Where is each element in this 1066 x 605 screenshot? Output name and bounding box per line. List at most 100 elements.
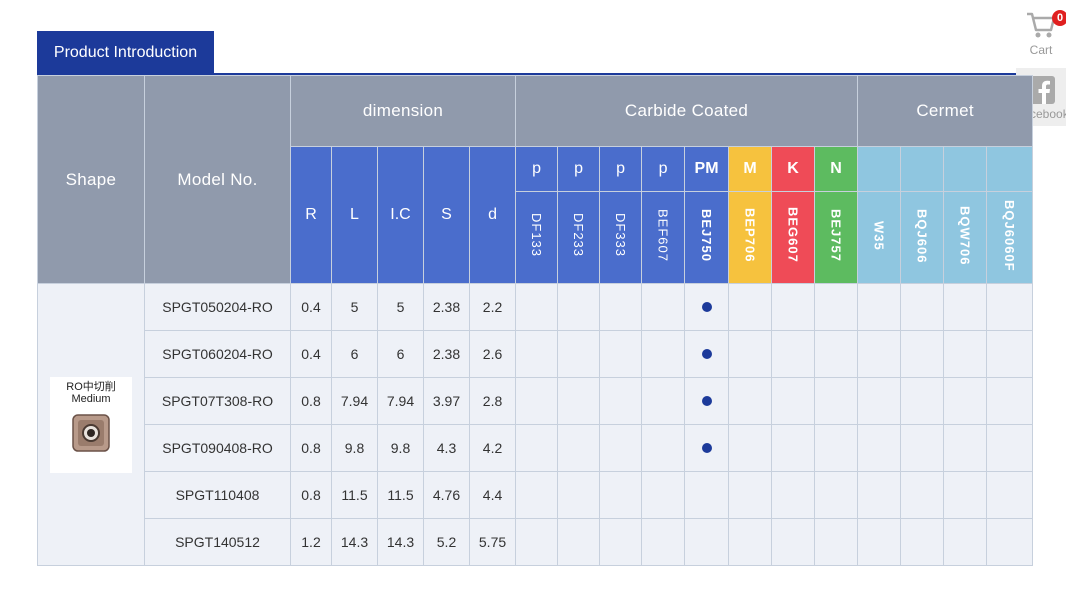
grade-availability-cell bbox=[641, 377, 686, 425]
header-dim-ic: I.C bbox=[377, 146, 424, 284]
header-model-no: Model No. bbox=[144, 75, 291, 284]
dim-r-cell: 0.8 bbox=[290, 377, 332, 425]
model-no-cell: SPGT07T308-RO bbox=[144, 377, 291, 425]
header-group-p: p bbox=[599, 146, 643, 192]
dim-l-cell: 5 bbox=[331, 283, 378, 331]
dim-d-cell: 4.4 bbox=[468, 471, 517, 519]
shape-caption-line1: RO中切削 bbox=[66, 380, 116, 393]
header-grade-df333: DF333 bbox=[599, 191, 643, 284]
header-cermet: Cermet bbox=[857, 75, 1034, 147]
product-spec-table: Shape Model No. dimension Carbide Coated… bbox=[37, 75, 1034, 566]
header-group-p: p bbox=[557, 146, 601, 192]
header-group-m: M bbox=[728, 146, 773, 192]
grade-availability-cell bbox=[900, 424, 945, 472]
grade-availability-cell bbox=[684, 424, 730, 472]
grade-availability-cell bbox=[599, 471, 643, 519]
grade-availability-cell bbox=[599, 518, 643, 566]
shape-cell: RO中切削 Medium bbox=[37, 283, 145, 566]
grade-availability-cell bbox=[684, 283, 730, 331]
grade-availability-cell bbox=[857, 518, 902, 566]
dim-r-cell: 0.4 bbox=[290, 330, 332, 378]
tab-product-introduction[interactable]: Product Introduction bbox=[37, 31, 214, 75]
model-no-cell: SPGT050204-RO bbox=[144, 283, 291, 331]
dim-ic-cell: 5 bbox=[377, 283, 424, 331]
dim-s-cell: 3.97 bbox=[423, 377, 470, 425]
facebook-icon bbox=[1027, 76, 1055, 104]
header-grade-df233: DF233 bbox=[557, 191, 601, 284]
dim-r-cell: 1.2 bbox=[290, 518, 332, 566]
grade-availability-cell bbox=[641, 424, 686, 472]
table-row: SPGT110408 0.8 11.5 11.5 4.76 4.4 bbox=[38, 471, 1034, 519]
grade-availability-cell bbox=[515, 424, 559, 472]
grade-availability-cell bbox=[557, 424, 601, 472]
grade-availability-cell bbox=[943, 518, 988, 566]
grade-availability-cell bbox=[857, 471, 902, 519]
grade-availability-cell bbox=[557, 283, 601, 331]
grade-availability-cell bbox=[943, 471, 988, 519]
table-row: SPGT140512 1.2 14.3 14.3 5.2 5.75 bbox=[38, 518, 1034, 566]
dim-ic-cell: 14.3 bbox=[377, 518, 424, 566]
header-cermet-blank bbox=[943, 146, 988, 192]
grade-availability-cell bbox=[900, 377, 945, 425]
available-dot-icon bbox=[701, 396, 712, 406]
dim-s-cell: 2.38 bbox=[423, 330, 470, 378]
grade-availability-cell bbox=[814, 377, 859, 425]
table-row: RO中切削 Medium SPGT050204-RO 0.4 5 5 2.38 2.2 bbox=[37, 283, 1034, 566]
grade-availability-cell bbox=[684, 377, 730, 425]
dim-r-cell: 0.8 bbox=[290, 424, 332, 472]
dim-ic-cell: 7.94 bbox=[377, 377, 424, 425]
grade-availability-cell bbox=[986, 518, 1034, 566]
grade-availability-cell bbox=[900, 518, 945, 566]
grade-availability-cell bbox=[515, 471, 559, 519]
dim-r-cell: 0.8 bbox=[290, 471, 332, 519]
header-grade-bef607: BEF607 bbox=[641, 191, 686, 284]
grade-availability-cell bbox=[728, 518, 773, 566]
dim-s-cell: 5.2 bbox=[423, 518, 470, 566]
grade-availability-cell bbox=[515, 377, 559, 425]
model-no-cell: SPGT090408-RO bbox=[144, 424, 291, 472]
dim-s-cell: 2.38 bbox=[423, 283, 470, 331]
header-grade-bqj606: BQJ606 bbox=[900, 191, 945, 284]
model-no-cell: SPGT140512 bbox=[144, 518, 291, 566]
grade-availability-cell bbox=[641, 283, 686, 331]
header-grade-bqw706: BQW706 bbox=[943, 191, 988, 284]
insert-image: RO中切削 Medium bbox=[50, 376, 132, 473]
model-no-cell: SPGT060204-RO bbox=[144, 330, 291, 378]
grade-availability-cell bbox=[900, 471, 945, 519]
header-group-p: p bbox=[641, 146, 686, 192]
header-shape: Shape bbox=[37, 75, 145, 284]
dim-l-cell: 11.5 bbox=[331, 471, 378, 519]
grade-availability-cell bbox=[641, 518, 686, 566]
header-cermet-blank bbox=[857, 146, 902, 192]
dim-d-cell: 2.6 bbox=[468, 330, 517, 378]
grade-availability-cell bbox=[771, 283, 816, 331]
grade-availability-cell bbox=[857, 330, 902, 378]
grade-availability-cell bbox=[814, 330, 859, 378]
dim-s-cell: 4.3 bbox=[423, 424, 470, 472]
grade-availability-cell bbox=[771, 424, 816, 472]
header-carbide-coated: Carbide Coated bbox=[515, 75, 859, 147]
grade-availability-cell bbox=[986, 283, 1034, 331]
cart-button[interactable]: 0 Cart bbox=[1016, 8, 1066, 66]
header-group-n: N bbox=[814, 146, 859, 192]
grade-availability-cell bbox=[771, 518, 816, 566]
grade-availability-cell bbox=[943, 424, 988, 472]
header-dim-s: S bbox=[423, 146, 470, 284]
grade-availability-cell bbox=[814, 424, 859, 472]
grade-availability-cell bbox=[986, 424, 1034, 472]
grade-availability-cell bbox=[515, 330, 559, 378]
grade-availability-cell bbox=[986, 377, 1034, 425]
grade-availability-cell bbox=[857, 424, 902, 472]
grade-availability-cell bbox=[814, 518, 859, 566]
grade-availability-cell bbox=[599, 330, 643, 378]
cart-count-badge: 0 bbox=[1052, 10, 1066, 26]
grade-availability-cell bbox=[986, 471, 1034, 519]
cart-label: Cart bbox=[1029, 43, 1053, 57]
dim-s-cell: 4.76 bbox=[423, 471, 470, 519]
grade-availability-cell bbox=[599, 424, 643, 472]
grade-availability-cell bbox=[684, 471, 730, 519]
dim-d-cell: 2.2 bbox=[468, 283, 517, 331]
grade-availability-cell bbox=[814, 283, 859, 331]
grade-availability-cell bbox=[684, 518, 730, 566]
header-grade-beg607: BEG607 bbox=[771, 191, 816, 284]
